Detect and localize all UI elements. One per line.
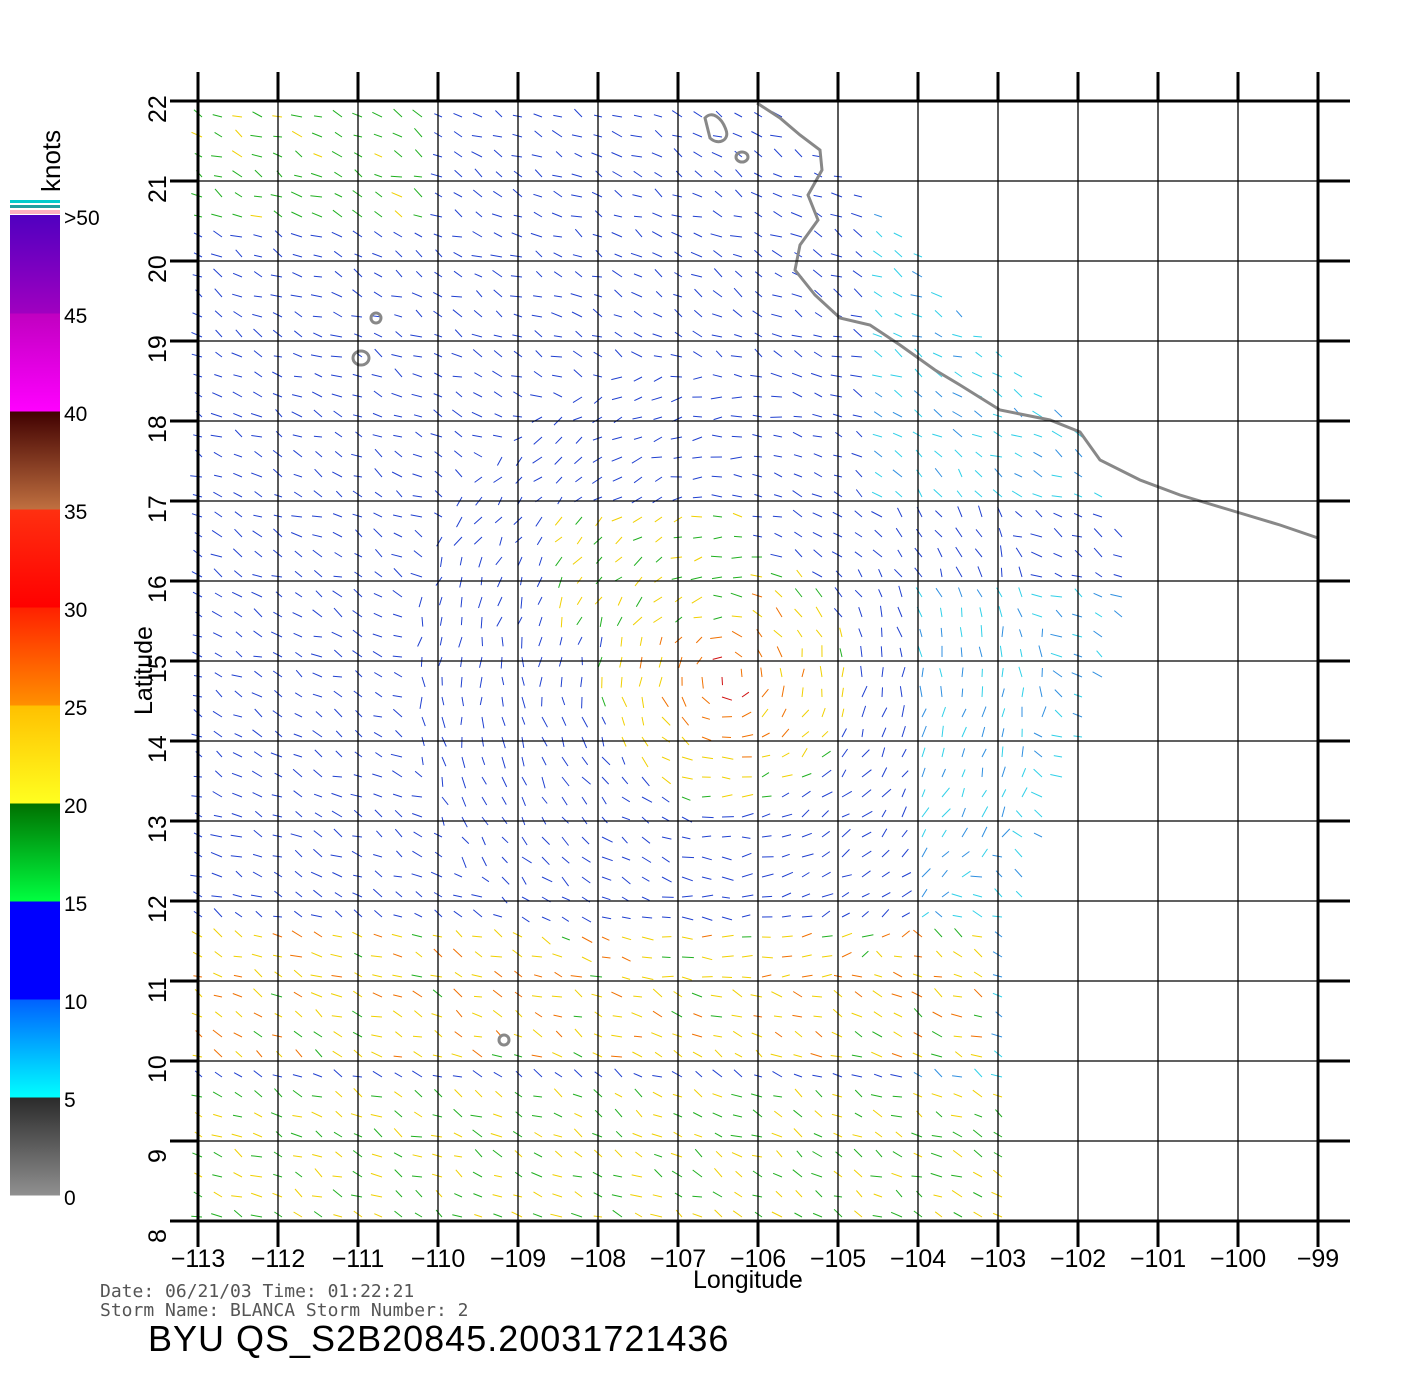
wind-vector-group bbox=[871, 231, 1103, 1078]
wind-vector-group bbox=[712, 656, 750, 701]
y-tick-label: 21 bbox=[144, 175, 172, 203]
colorbar-tick-label: 35 bbox=[64, 501, 88, 524]
x-tick-label: −101 bbox=[1129, 1245, 1187, 1273]
x-tick-label: −99 bbox=[1296, 1245, 1340, 1273]
x-tick-label: −102 bbox=[1049, 1245, 1107, 1273]
x-tick-label: −113 bbox=[170, 1245, 226, 1273]
y-tick-label: 18 bbox=[144, 415, 172, 443]
colorbar-segment bbox=[10, 509, 60, 608]
x-tick-label: −112 bbox=[250, 1245, 306, 1273]
colorbar-over-band bbox=[10, 205, 60, 208]
wind-vector-group bbox=[193, 593, 983, 1058]
colorbar-segment bbox=[10, 901, 60, 1000]
x-tick-label: −106 bbox=[729, 1245, 787, 1273]
colorbar-tick-label: 15 bbox=[64, 893, 88, 916]
colorbar-segment bbox=[10, 313, 60, 412]
colorbar-tick-label: 30 bbox=[64, 599, 88, 622]
colorbar-tick-label: 5 bbox=[64, 1089, 76, 1112]
colorbar-over-band bbox=[10, 210, 60, 214]
wind-vectors bbox=[190, 108, 1123, 1218]
colorbar-tick-label: >50 bbox=[64, 207, 100, 230]
y-tick-label: 14 bbox=[144, 735, 172, 763]
y-tick-label: 11 bbox=[144, 977, 172, 1003]
y-tick-label: 16 bbox=[144, 575, 172, 603]
storm-info-line: Storm Name: BLANCA Storm Number: 2 bbox=[100, 1300, 469, 1321]
y-tick-label: 8 bbox=[144, 1229, 172, 1243]
colorbar-over-band bbox=[10, 200, 60, 203]
mexico-coastline bbox=[756, 101, 1319, 540]
x-tick-label: −110 bbox=[410, 1245, 466, 1273]
colorbar-segment bbox=[10, 215, 60, 314]
x-tick-label: −104 bbox=[889, 1245, 947, 1273]
x-tick-label: −108 bbox=[569, 1245, 627, 1273]
colorbar bbox=[10, 200, 60, 1196]
y-tick-label: 9 bbox=[144, 1149, 172, 1163]
date-time-line: Date: 06/21/03 Time: 01:22:21 bbox=[100, 1281, 415, 1302]
colorbar-tick-label: 25 bbox=[64, 697, 88, 720]
coastline bbox=[351, 101, 1319, 1047]
y-tick-label: 19 bbox=[144, 335, 172, 363]
y-tick-label: 13 bbox=[144, 815, 172, 843]
island bbox=[497, 1033, 511, 1047]
colorbar-tick-label: 45 bbox=[64, 305, 88, 328]
x-axis-label: Longitude bbox=[693, 1266, 803, 1294]
colorbar-segment bbox=[10, 411, 60, 510]
colorbar-segment bbox=[10, 999, 60, 1098]
y-tick-label: 20 bbox=[144, 255, 172, 283]
island bbox=[703, 113, 729, 144]
wind-vector-group bbox=[190, 108, 1123, 1078]
y-tick-label: 22 bbox=[144, 95, 172, 123]
y-axis-label: Latitude bbox=[130, 626, 158, 715]
x-tick-label: −105 bbox=[809, 1245, 867, 1273]
map-grid bbox=[170, 72, 1350, 1247]
x-tick-label: −111 bbox=[331, 1245, 385, 1273]
plot-frame bbox=[196, 99, 1320, 1223]
x-tick-label: −100 bbox=[1209, 1245, 1267, 1273]
x-tick-label: −109 bbox=[489, 1245, 547, 1273]
colorbar-segment bbox=[10, 705, 60, 804]
colorbar-units: knots bbox=[36, 129, 66, 192]
colorbar-tick-label: 20 bbox=[64, 795, 88, 818]
y-tick-label: 10 bbox=[144, 1055, 172, 1083]
y-tick-label: 17 bbox=[144, 495, 172, 523]
x-tick-label: −107 bbox=[649, 1245, 707, 1273]
y-tick-label: 12 bbox=[144, 895, 172, 923]
product-title: BYU QS_S2B20845.20031721436 bbox=[148, 1318, 730, 1359]
wind-vector-group bbox=[191, 108, 1003, 1218]
colorbar-tick-label: 0 bbox=[64, 1187, 76, 1210]
island bbox=[734, 150, 750, 164]
colorbar-segment bbox=[10, 1097, 60, 1196]
wind-vector-group bbox=[191, 115, 1003, 1218]
colorbar-segment bbox=[10, 607, 60, 706]
colorbar-segment bbox=[10, 803, 60, 902]
colorbar-tick-label: 10 bbox=[64, 991, 88, 1014]
x-tick-label: −103 bbox=[969, 1245, 1027, 1273]
colorbar-tick-label: 40 bbox=[64, 403, 88, 426]
island bbox=[351, 349, 371, 367]
island bbox=[369, 311, 383, 325]
